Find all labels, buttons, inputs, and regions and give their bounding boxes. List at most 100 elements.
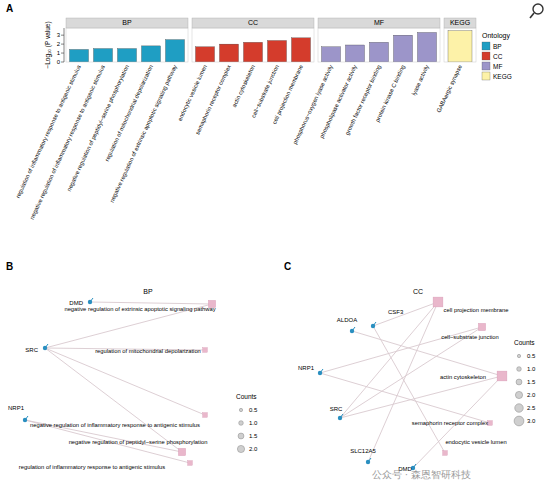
bar bbox=[370, 42, 389, 62]
bar bbox=[448, 31, 472, 62]
figure: ABC0123−Log₁₀ (P value)BPregulation of i… bbox=[0, 0, 554, 486]
y-axis-title: −Log₁₀ (P value) bbox=[44, 21, 52, 68]
legend-label: 3.0 bbox=[527, 418, 536, 424]
gene-label: DMD bbox=[69, 300, 83, 306]
bar bbox=[220, 44, 239, 62]
edge bbox=[340, 327, 482, 418]
term-label: cell−substrate junction bbox=[441, 334, 499, 340]
bar bbox=[94, 49, 113, 62]
panel-letter: B bbox=[6, 261, 13, 272]
gene-node bbox=[350, 329, 354, 333]
y-tick bbox=[61, 44, 64, 45]
legend-title: Counts bbox=[514, 339, 535, 346]
term-node bbox=[478, 323, 485, 330]
y-tick-label: 1 bbox=[57, 50, 61, 56]
bar bbox=[244, 42, 263, 62]
category-label: growth factor receptor binding bbox=[344, 64, 382, 136]
network-bp: BP negative regulation of extrinsic apopt… bbox=[8, 288, 216, 470]
gene-node bbox=[23, 418, 27, 422]
legend-label: 1.0 bbox=[249, 420, 258, 426]
category-label: actin cytoskeleton bbox=[231, 64, 256, 108]
legend-key bbox=[482, 72, 490, 80]
legend-label: 1.5 bbox=[527, 379, 536, 385]
facet-label: CC bbox=[248, 19, 258, 26]
legend-circle bbox=[515, 404, 524, 413]
y-tick-label: 3 bbox=[57, 32, 61, 38]
panel-letter: C bbox=[284, 261, 291, 272]
facet-label: KEGG bbox=[450, 19, 470, 26]
y-tick bbox=[61, 62, 64, 63]
category-label: lyase activity bbox=[411, 64, 430, 96]
edge bbox=[368, 302, 438, 462]
term-node bbox=[188, 461, 193, 466]
network-cc: CCcell projection membranecell−substrate… bbox=[298, 288, 508, 472]
y-tick bbox=[61, 35, 64, 36]
category-label: protein kinase C binding bbox=[374, 64, 406, 123]
facet-strip bbox=[192, 18, 314, 28]
bar bbox=[196, 47, 215, 62]
bar bbox=[118, 49, 137, 62]
term-label: negative regulation of extrinsic apoptot… bbox=[64, 306, 215, 312]
gene-node bbox=[43, 346, 47, 350]
bar bbox=[70, 49, 89, 62]
facet-frame bbox=[318, 28, 440, 62]
legend-label: BP bbox=[493, 43, 502, 50]
facet-strip bbox=[444, 18, 476, 28]
legend-title: Ontology bbox=[482, 32, 511, 40]
legend-key bbox=[482, 52, 490, 60]
counts-legend: Counts0.51.01.52.02.53.0 bbox=[514, 339, 536, 426]
term-node bbox=[497, 371, 507, 381]
facet-strip bbox=[66, 18, 188, 28]
edge bbox=[45, 348, 205, 415]
y-tick-label: 2 bbox=[57, 41, 61, 47]
legend-label: 1.0 bbox=[527, 366, 536, 372]
facet-frame bbox=[192, 28, 314, 62]
gene-label: NRP1 bbox=[8, 405, 25, 411]
category-label: cell projection membrane bbox=[271, 64, 304, 125]
y-axis bbox=[64, 28, 65, 62]
network-title: BP bbox=[143, 288, 153, 295]
bar bbox=[346, 45, 365, 62]
legend-label: MF bbox=[493, 63, 502, 70]
bars bbox=[70, 31, 473, 62]
icon-ring bbox=[533, 4, 543, 14]
category-label: negative regulation of extrinsic apoptot… bbox=[109, 64, 178, 204]
term-node bbox=[203, 413, 208, 418]
edge bbox=[45, 348, 182, 452]
y-tick bbox=[61, 53, 64, 54]
term-label: actin cytoskeleton bbox=[440, 374, 486, 380]
gene-node bbox=[366, 460, 370, 464]
legend-circle bbox=[514, 416, 524, 426]
category-label: phosphorus−oxygen lyase activity bbox=[292, 64, 334, 145]
term-node bbox=[433, 297, 443, 307]
legend-circle bbox=[237, 445, 244, 452]
bar bbox=[322, 47, 341, 62]
legend-label: 0.5 bbox=[527, 353, 536, 359]
category-label: cell−substrate junction bbox=[250, 64, 280, 119]
gene-node bbox=[88, 300, 92, 304]
category-label: GABAergic synapse bbox=[436, 64, 463, 114]
gene-label: CSF3 bbox=[388, 309, 404, 315]
bar bbox=[394, 35, 413, 62]
facet-label: BP bbox=[122, 19, 132, 26]
legend-label: KEGG bbox=[493, 73, 512, 80]
legend-circle bbox=[516, 379, 522, 385]
legend-label: 1.5 bbox=[249, 433, 258, 439]
edge bbox=[90, 302, 212, 304]
legend-circle bbox=[239, 421, 244, 426]
bar bbox=[268, 41, 287, 62]
gene-node bbox=[338, 416, 342, 420]
bar bbox=[418, 32, 437, 62]
term-node bbox=[203, 348, 208, 353]
bar bbox=[166, 40, 185, 62]
facet-frame bbox=[444, 28, 476, 62]
gene-label: NRP1 bbox=[298, 365, 315, 371]
magnifier-icon bbox=[530, 4, 543, 18]
facet-strip bbox=[318, 18, 440, 28]
legend-label: 2.0 bbox=[249, 446, 258, 452]
legend-label: CC bbox=[493, 53, 503, 60]
icon-handle bbox=[530, 13, 534, 18]
category-label: semaphorin receptor complex bbox=[194, 64, 232, 136]
network-title: CC bbox=[413, 288, 423, 295]
legend-circle bbox=[517, 354, 520, 357]
